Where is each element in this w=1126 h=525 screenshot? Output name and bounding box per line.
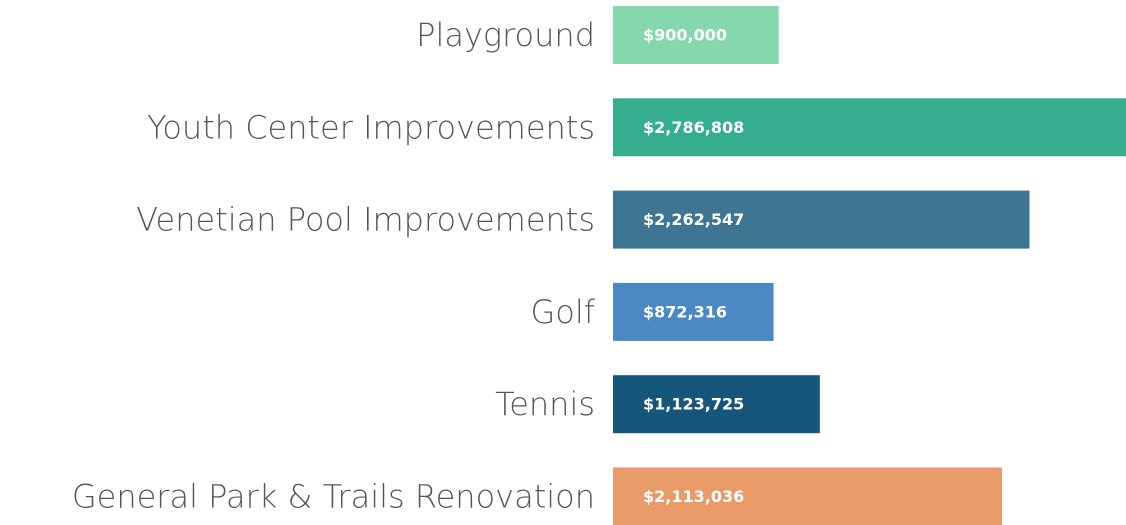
bar [613, 467, 1002, 525]
bar [613, 98, 1126, 157]
category-label: Playground [416, 16, 595, 54]
bar [613, 375, 820, 434]
category-label: Tennis [495, 385, 595, 423]
value-label: $2,262,547 [643, 210, 744, 229]
category-label: Venetian Pool Improvements [136, 201, 595, 239]
bar [613, 282, 774, 341]
bar [613, 190, 1030, 249]
value-label: $872,316 [643, 302, 727, 321]
value-label: $1,123,725 [643, 395, 744, 414]
value-label: $2,113,036 [643, 487, 744, 506]
category-label: Golf [530, 293, 595, 331]
value-label: $900,000 [643, 26, 727, 45]
value-label: $2,786,808 [643, 118, 744, 137]
category-label: General Park & Trails Renovation [72, 478, 595, 516]
bar [613, 6, 779, 64]
category-label: Youth Center Improvements [147, 108, 595, 146]
